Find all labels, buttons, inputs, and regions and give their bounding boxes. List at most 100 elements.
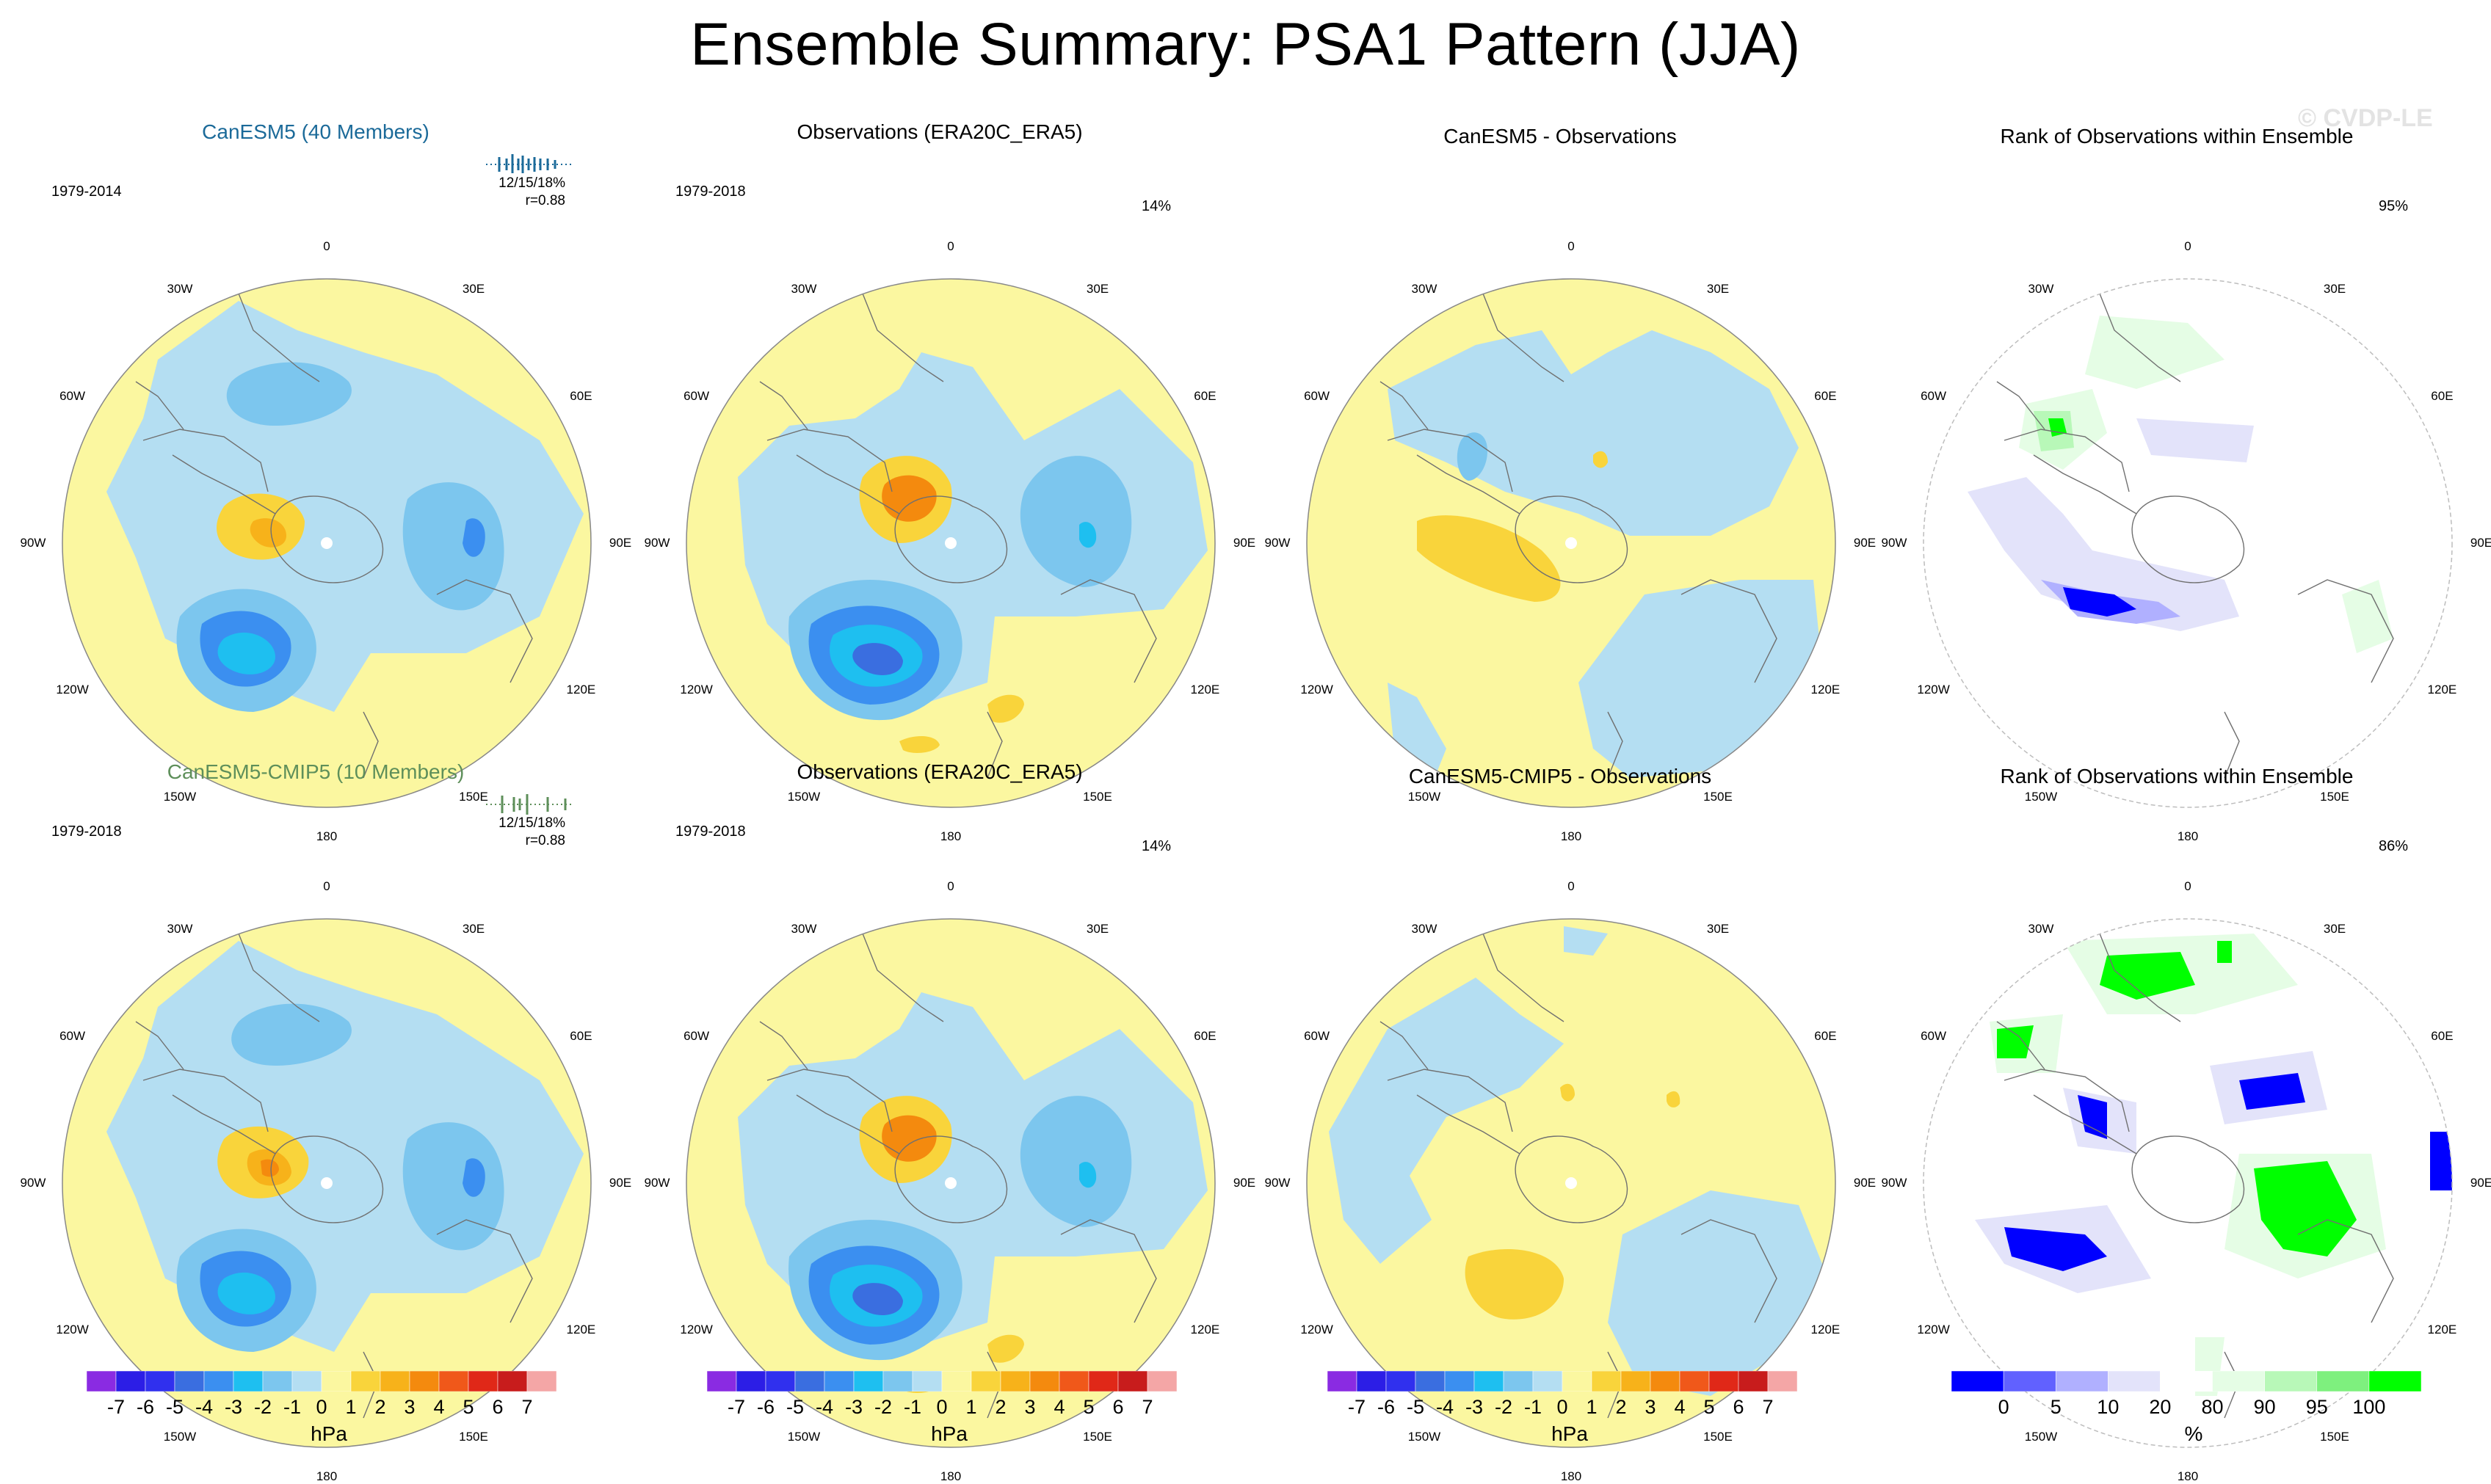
member-spread-sparkline — [486, 154, 571, 173]
longitude-label: 120E — [1190, 1323, 1220, 1336]
longitude-label: 0 — [2184, 239, 2191, 253]
colorbar-swatch — [1679, 1370, 1710, 1392]
colorbar-hpa-3: -7 -6 -5 -4 -3 -2 -1 0 1 2 3 4 5 6 7 hPa — [1327, 1370, 1798, 1452]
longitude-label: 180 — [1560, 829, 1582, 843]
variance-pct: 14% — [1142, 198, 1172, 214]
longitude-label: 120W — [680, 1323, 713, 1336]
longitude-label: 90E — [1233, 1176, 1256, 1190]
longitude-label: 150W — [1407, 790, 1441, 804]
longitude-label: 150W — [163, 790, 197, 804]
panel-title: CanESM5 - Observations — [1443, 125, 1677, 148]
colorbar-swatch — [1532, 1370, 1563, 1392]
panel-title: CanESM5 (40 Members) — [202, 120, 429, 143]
longitude-label: 120W — [1300, 1323, 1333, 1336]
longitude-label: 60W — [1921, 1029, 1947, 1043]
colorbar-tick-label: 3 — [1024, 1396, 1036, 1418]
polar-map — [1306, 278, 1836, 808]
longitude-label: 60W — [1921, 389, 1947, 403]
colorbar-swatch — [1117, 1370, 1148, 1392]
longitude-label: 150E — [2320, 790, 2349, 804]
longitude-label: 60E — [2431, 389, 2454, 403]
colorbar-swatch — [794, 1370, 825, 1392]
longitude-label: 30W — [167, 281, 193, 296]
longitude-label: 90E — [2470, 1176, 2491, 1190]
colorbar-swatch — [409, 1370, 440, 1392]
colorbar-swatch — [1415, 1370, 1446, 1392]
colorbar-swatch — [350, 1370, 381, 1392]
colorbar-tick-label: 4 — [433, 1396, 445, 1418]
colorbar-tick-label: 10 — [2097, 1396, 2120, 1418]
colorbar-swatches — [86, 1370, 557, 1392]
longitude-label: 90E — [1853, 1176, 1877, 1190]
colorbar-tick-label: -4 — [1435, 1396, 1454, 1418]
longitude-label: 150E — [1083, 790, 1112, 804]
longitude-label: 60E — [570, 1029, 592, 1043]
longitude-label: 30E — [1706, 281, 1730, 296]
colorbar-tick-label: 1 — [965, 1396, 977, 1418]
colorbar-swatch — [882, 1370, 913, 1392]
colorbar-tick-label: -3 — [844, 1396, 863, 1418]
panel-rank-row1: Rank of Observations within Ensemble 95%… — [1876, 110, 2491, 843]
colorbar-tick-label: 5 — [463, 1396, 474, 1418]
colorbar-tick-label: 0 — [1998, 1396, 2009, 1418]
longitude-label: 150W — [2024, 1430, 2058, 1444]
main-title: Ensemble Summary: PSA1 Pattern (JJA) — [690, 11, 1801, 78]
colorbar-swatch — [174, 1370, 205, 1392]
colorbar-swatch — [1327, 1370, 1357, 1392]
longitude-label: 90W — [20, 1176, 46, 1190]
colorbar-tick-label: 0 — [316, 1396, 327, 1418]
longitude-label: 30E — [1706, 921, 1730, 936]
longitude-label: 90W — [20, 536, 46, 550]
colorbar-swatch — [1000, 1370, 1031, 1392]
longitude-label: 60E — [1814, 389, 1837, 403]
pattern-correlation: r=0.88 — [525, 833, 565, 848]
colorbar-swatch — [2264, 1370, 2318, 1392]
colorbar-tick-label: -7 — [727, 1396, 746, 1418]
stats-block: 12/15/18% r=0.88 — [470, 815, 565, 850]
colorbar-tick-label: -2 — [1494, 1396, 1513, 1418]
panel-title: CanESM5-CMIP5 - Observations — [1408, 765, 1712, 788]
colorbar-swatch — [145, 1370, 175, 1392]
colorbar-tick-label: 4 — [1674, 1396, 1686, 1418]
longitude-label: 0 — [947, 239, 954, 253]
longitude-label: 0 — [1567, 879, 1575, 893]
colorbar-swatch — [765, 1370, 796, 1392]
longitude-label: 150W — [787, 1430, 821, 1444]
colorbar-tick-label: 6 — [1112, 1396, 1124, 1418]
colorbar-tick-label: 6 — [492, 1396, 504, 1418]
longitude-label: 120W — [1917, 1323, 1950, 1336]
colorbar-tick-label: -3 — [224, 1396, 243, 1418]
longitude-label: 180 — [316, 829, 338, 843]
colorbar-rank: 0 5 10 20 80 90 95 100% — [1951, 1370, 2422, 1452]
colorbar-swatch — [86, 1370, 117, 1392]
longitude-label: 120E — [566, 683, 596, 696]
colorbar-tick-label: -1 — [903, 1396, 922, 1418]
polar-map — [62, 918, 592, 1448]
longitude-label: 120E — [1190, 683, 1220, 696]
longitude-label: 180 — [2177, 829, 2199, 843]
colorbar-swatch — [291, 1370, 322, 1392]
colorbar-swatch — [1620, 1370, 1651, 1392]
colorbar-swatch — [438, 1370, 469, 1392]
longitude-label: 120W — [56, 683, 89, 696]
colorbar-tick-label: 90 — [2253, 1396, 2276, 1418]
longitude-label: 120E — [1810, 1323, 1841, 1336]
panel-diff-row2: CanESM5-CMIP5 - Observations 0 30E 60E 90E 1… — [1259, 750, 1877, 1483]
longitude-label: 0 — [1567, 239, 1575, 253]
polar-map — [1923, 278, 2453, 808]
longitude-label: 150W — [2024, 790, 2058, 804]
colorbar-tick-label: 1 — [1586, 1396, 1598, 1418]
longitude-label: 30E — [1086, 921, 1109, 936]
longitude-label: 180 — [1560, 1469, 1582, 1483]
longitude-label: 90W — [644, 1176, 670, 1190]
polar-map — [1306, 918, 1836, 1448]
period-label: 1979-2018 — [51, 823, 122, 840]
longitude-label: 90W — [644, 536, 670, 550]
longitude-label: 60W — [59, 389, 86, 403]
longitude-label: 30W — [791, 281, 817, 296]
colorbar-tick-label: 80 — [2201, 1396, 2224, 1418]
colorbar-swatch — [497, 1370, 528, 1392]
colorbar-swatch — [203, 1370, 234, 1392]
colorbar-swatch — [853, 1370, 884, 1392]
longitude-label: 90E — [2470, 536, 2491, 550]
